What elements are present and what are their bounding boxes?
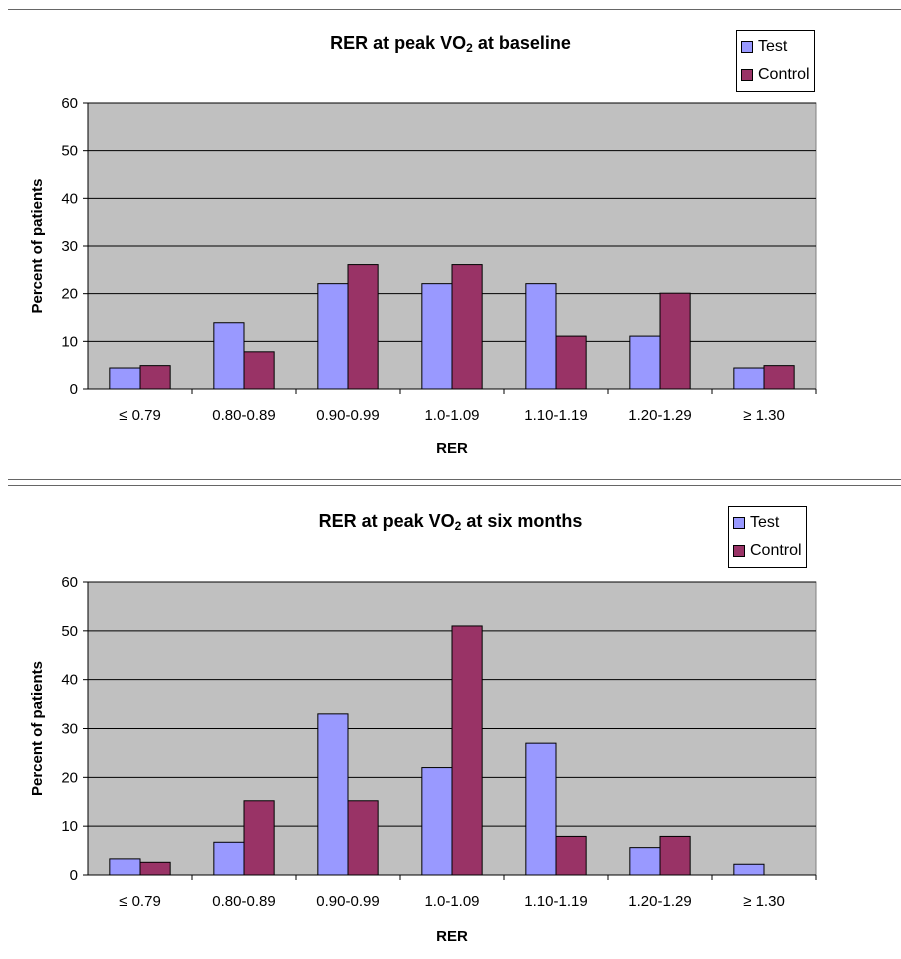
bar-test	[733, 367, 765, 390]
legend-label: Control	[750, 542, 802, 559]
bar-control	[243, 351, 275, 390]
y-tick-label: 10	[61, 818, 78, 835]
chart-panel-six-months: RER at peak VO2 at six months Test Contr…	[0, 486, 901, 956]
chart-legend: Test Control	[728, 506, 807, 568]
bar-test	[109, 367, 141, 390]
y-tick-label: 30	[61, 721, 78, 738]
y-tick-label: 40	[61, 190, 78, 207]
y-tick-label: 0	[70, 381, 78, 398]
x-tick-label: 1.0-1.09	[424, 407, 479, 424]
bar-test	[629, 335, 661, 390]
legend-item-control: Control	[741, 61, 810, 89]
x-tick-label: 1.20-1.29	[628, 893, 691, 910]
bar-control	[763, 365, 795, 390]
legend-swatch-test	[733, 517, 745, 529]
bar-control	[243, 800, 275, 876]
bar-control	[555, 335, 587, 390]
bar-test	[629, 847, 661, 876]
chart-title: RER at peak VO2 at baseline	[330, 33, 571, 55]
chart-title: RER at peak VO2 at six months	[318, 511, 583, 533]
y-axis-label: Percent of patients	[29, 178, 46, 313]
y-tick-label: 50	[61, 143, 78, 160]
y-tick-label: 40	[61, 672, 78, 689]
bar-test	[421, 283, 453, 390]
bar-control	[451, 625, 483, 876]
section-divider	[8, 485, 901, 486]
legend-label: Test	[758, 38, 788, 55]
legend-item-test: Test	[741, 33, 810, 61]
y-tick-label: 20	[61, 286, 78, 303]
legend-swatch-control	[733, 545, 745, 557]
chart-plot-baseline: 0 10 20 30 40 50 60 ≤ 0.79 0.80-0.89 0.90-0.99 1.0…	[29, 95, 817, 457]
bar-test	[525, 283, 557, 390]
x-tick-label: 1.20-1.29	[628, 407, 691, 424]
y-axis-label: Percent of patients	[29, 661, 46, 796]
x-tick-label: ≤ 0.79	[119, 893, 161, 910]
x-tick-label: ≤ 0.79	[119, 407, 161, 424]
legend-swatch-test	[741, 41, 753, 53]
x-axis-label: RER	[436, 440, 468, 457]
y-tick-label: 50	[61, 623, 78, 640]
x-tick-label: 1.10-1.19	[524, 893, 587, 910]
bar-test	[213, 841, 245, 876]
legend-item-control: Control	[733, 537, 802, 565]
top-divider	[8, 9, 901, 10]
section-divider	[8, 479, 901, 480]
bar-control	[139, 861, 171, 876]
x-tick-label: 0.90-0.99	[316, 407, 379, 424]
bar-control	[555, 835, 587, 876]
legend-swatch-control	[741, 69, 753, 81]
bar-control	[347, 800, 379, 876]
bar-test	[213, 322, 245, 390]
y-tick-label: 30	[61, 238, 78, 255]
bar-control	[347, 264, 379, 390]
bar-test	[109, 858, 141, 876]
chart-plot-six-months: 0 10 20 30 40 50 60 ≤ 0.79 0.80-0.89 0.90-0.99 1.0…	[29, 574, 817, 945]
bar-test	[317, 283, 349, 390]
bar-test	[525, 742, 557, 876]
x-tick-label: 0.90-0.99	[316, 893, 379, 910]
y-tick-label: 60	[61, 95, 78, 112]
x-tick-label: ≥ 1.30	[743, 407, 785, 424]
y-tick-label: 60	[61, 574, 78, 591]
x-tick-label: 0.80-0.89	[212, 893, 275, 910]
bar-test	[733, 863, 765, 876]
x-tick-label: 1.10-1.19	[524, 407, 587, 424]
x-tick-label: 1.0-1.09	[424, 893, 479, 910]
chart-panel-baseline: RER at peak VO2 at baseline Test Control…	[0, 0, 901, 470]
y-tick-label: 10	[61, 333, 78, 350]
y-tick-label: 0	[70, 867, 78, 884]
x-tick-label: ≥ 1.30	[743, 893, 785, 910]
bar-test	[317, 713, 349, 876]
y-tick-label: 20	[61, 769, 78, 786]
bar-test	[421, 767, 453, 876]
legend-label: Control	[758, 66, 810, 83]
bar-control	[451, 264, 483, 390]
bar-control	[659, 292, 691, 390]
x-tick-label: 0.80-0.89	[212, 407, 275, 424]
bar-control	[659, 835, 691, 876]
x-axis-label: RER	[436, 928, 468, 945]
legend-item-test: Test	[733, 509, 802, 537]
bar-control	[139, 365, 171, 390]
legend-label: Test	[750, 514, 780, 531]
chart-legend: Test Control	[736, 30, 815, 92]
